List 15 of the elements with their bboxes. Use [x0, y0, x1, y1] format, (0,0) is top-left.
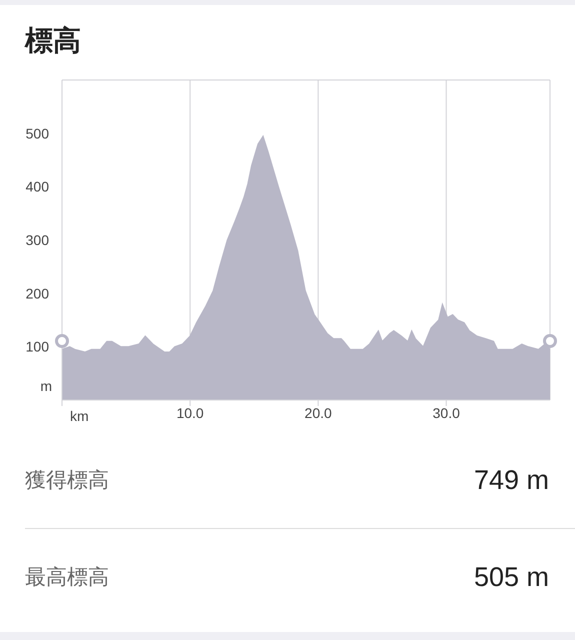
x-axis-title: km: [70, 408, 89, 424]
text: 749 m: [474, 464, 549, 496]
x-tick-label: 20.0: [304, 404, 332, 421]
y-tick-label: 500: [26, 125, 50, 142]
chart-title: 標高: [25, 24, 81, 57]
y-axis-title: m: [40, 378, 52, 394]
y-tick-label: 100: [26, 338, 50, 355]
text: 505 m: [474, 562, 549, 592]
text: 最高標高: [25, 564, 109, 591]
y-tick-label: 300: [26, 232, 50, 248]
y-tick-label: 200: [26, 285, 50, 302]
x-tick-label: 30.0: [432, 404, 460, 421]
y-tick-label: 400: [26, 178, 50, 195]
text: 獲得標高: [25, 467, 109, 494]
x-tick-label: 10.0: [176, 404, 204, 421]
